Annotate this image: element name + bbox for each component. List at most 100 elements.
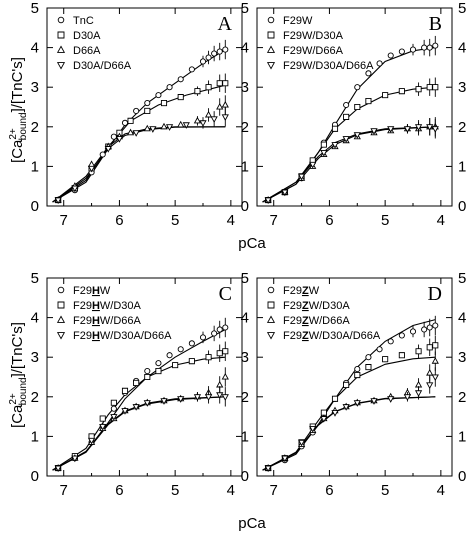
y-tick-label-right: 0 bbox=[458, 198, 466, 215]
legend-label-underlined: H bbox=[92, 300, 100, 312]
data-point bbox=[370, 128, 378, 135]
y-tick-label-right: 1 bbox=[458, 428, 466, 445]
y-axis-title-bottom: [Ca2+bound]/[TnC's] bbox=[8, 322, 29, 428]
data-point bbox=[398, 48, 405, 55]
data-point bbox=[188, 340, 195, 347]
y-tick-label-right: 1 bbox=[458, 158, 466, 175]
data-point bbox=[331, 410, 339, 417]
data-point bbox=[133, 379, 140, 386]
data-point bbox=[387, 396, 395, 403]
y-tick-label: 2 bbox=[31, 389, 39, 406]
legend-label-prefix: F29 bbox=[283, 285, 302, 297]
data-point bbox=[87, 160, 96, 167]
legend-label-prefix: F29 bbox=[73, 330, 92, 342]
fit-curve bbox=[52, 329, 226, 471]
fit-curve bbox=[262, 126, 436, 203]
data-point bbox=[216, 326, 223, 333]
data-point bbox=[421, 44, 428, 51]
y-tick-label: 0 bbox=[31, 198, 39, 215]
data-point bbox=[426, 344, 433, 351]
data-point bbox=[398, 88, 405, 95]
data-point bbox=[387, 52, 394, 59]
data-point bbox=[342, 136, 350, 143]
data-point bbox=[297, 173, 306, 181]
x-tick-label: 6 bbox=[325, 482, 333, 499]
data-point bbox=[365, 70, 372, 77]
y-tick-label: 1 bbox=[241, 158, 249, 175]
legend-label-prefix: F29 bbox=[73, 300, 92, 312]
data-point bbox=[126, 128, 135, 136]
data-point bbox=[353, 132, 361, 139]
data-point bbox=[144, 99, 151, 107]
data-point bbox=[414, 124, 423, 131]
data-point bbox=[221, 372, 229, 380]
data-point bbox=[155, 92, 162, 99]
legend-label-suffix: W/D30A/D66A bbox=[100, 330, 172, 342]
legend-marker bbox=[56, 315, 66, 323]
data-point bbox=[143, 400, 151, 407]
legend-marker bbox=[266, 62, 276, 70]
x-tick-label: 6 bbox=[115, 212, 123, 229]
x-tick-label: 4 bbox=[227, 212, 235, 229]
data-point bbox=[431, 357, 439, 364]
y-tick-label: 2 bbox=[31, 119, 39, 136]
y-tick-label: 3 bbox=[241, 349, 249, 366]
data-point bbox=[121, 119, 129, 126]
legend-label: D30A bbox=[73, 30, 101, 42]
panel-letter: C bbox=[219, 283, 232, 305]
x-axis-title-bottom: pCa bbox=[238, 515, 266, 532]
data-point bbox=[387, 338, 394, 345]
data-point bbox=[71, 185, 79, 193]
data-point bbox=[205, 354, 212, 361]
x-tick-label: 5 bbox=[171, 212, 179, 229]
legend-marker bbox=[266, 332, 276, 340]
data-point bbox=[432, 42, 439, 49]
legend-label: F29HW/D30A/D66A bbox=[73, 330, 172, 342]
data-point bbox=[409, 46, 417, 53]
data-point bbox=[432, 322, 439, 329]
data-point bbox=[426, 324, 433, 331]
data-point bbox=[431, 126, 439, 133]
y-tick-label-right: 5 bbox=[458, 0, 466, 17]
y-tick-label: 0 bbox=[241, 198, 249, 215]
plot-frame bbox=[46, 7, 243, 207]
data-point bbox=[110, 405, 117, 412]
data-point bbox=[264, 197, 272, 205]
data-point bbox=[143, 124, 151, 132]
legend-label-prefix: F29 bbox=[283, 315, 302, 327]
x-tick-label: 5 bbox=[381, 482, 389, 499]
legend-label: F29ZW/D66A bbox=[283, 315, 350, 327]
data-point bbox=[343, 101, 350, 109]
data-point bbox=[376, 60, 383, 67]
legend-label-prefix: F29 bbox=[73, 315, 92, 327]
y-tick-label: 2 bbox=[241, 119, 249, 136]
data-point bbox=[177, 94, 184, 101]
data-point bbox=[177, 346, 184, 353]
legend-label: D30A/D66A bbox=[73, 60, 132, 72]
y-tick-label-right: 2 bbox=[458, 119, 466, 136]
data-point bbox=[127, 117, 134, 124]
data-point bbox=[99, 415, 106, 422]
legend: TnC D30A D66A D30A/D66A bbox=[56, 15, 132, 72]
x-tick-label: 7 bbox=[60, 212, 68, 229]
data-point bbox=[216, 102, 224, 110]
legend-label: F29ZW/D30A bbox=[283, 300, 350, 312]
plot-frame bbox=[46, 277, 243, 477]
data-point bbox=[320, 141, 327, 148]
fit-curve bbox=[52, 126, 226, 203]
legend: F29W F29W/D30A F29W/D66A F29W/D30A/D66A bbox=[266, 15, 374, 72]
data-point bbox=[421, 326, 428, 333]
x-tick-label: 4 bbox=[437, 212, 445, 229]
y-tick-label: 2 bbox=[241, 389, 249, 406]
legend-label: F29W/D30A/D66A bbox=[283, 60, 374, 72]
data-point bbox=[342, 404, 350, 411]
data-point bbox=[354, 103, 361, 111]
data-point bbox=[160, 99, 168, 107]
data-point bbox=[343, 113, 350, 120]
data-point bbox=[432, 342, 439, 349]
y-tick-label: 0 bbox=[31, 468, 39, 485]
legend-label: F29ZW/D30A/D66A bbox=[283, 330, 381, 342]
